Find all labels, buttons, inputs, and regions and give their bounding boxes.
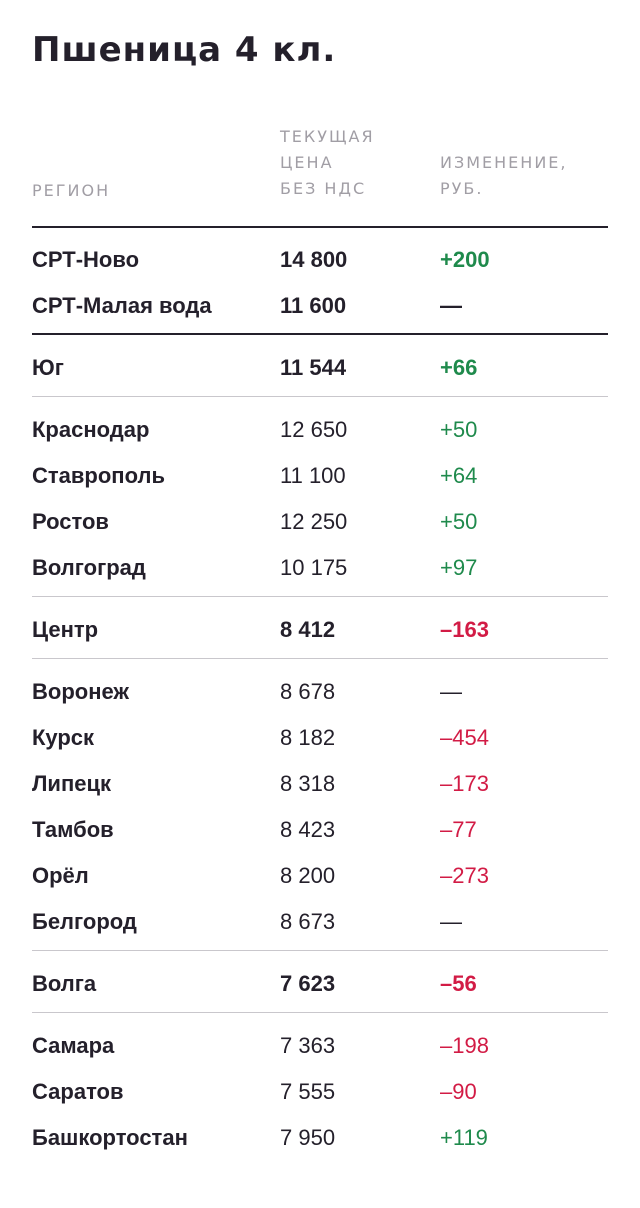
price-cell: 10 175 [280,555,348,580]
region-cell: Ставрополь [32,463,165,488]
region-cell: Самара [32,1033,115,1058]
group-divider [32,658,608,659]
header-divider [32,226,608,228]
price-cell: 7 950 [280,1125,336,1150]
price-cell: 8 423 [280,817,336,842]
region-cell: Саратов [32,1079,124,1104]
region-cell: Воронеж [32,679,130,704]
region-cell: Волгоград [32,555,146,580]
table-row: Волгоград 10 175 +97 [0,548,640,588]
price-cell: 11 100 [280,463,346,488]
region-cell: Курск [32,725,95,750]
change-cell: +97 [440,555,478,580]
change-cell: –173 [440,771,489,796]
price-cell: 8 673 [280,909,336,934]
change-cell: –56 [440,971,477,996]
price-cell: 14 800 [280,247,348,272]
column-header-change-line: ИЗМЕНЕНИЕ, [440,153,568,172]
group-divider [32,596,608,597]
change-cell: — [440,293,462,318]
change-cell: –77 [440,817,477,842]
table-row: Воронеж 8 678 — [0,672,640,712]
column-header-change-line: РУБ. [440,179,484,198]
region-cell: Волга [32,971,97,996]
region-cell: Краснодар [32,417,150,442]
region-cell: Центр [32,617,99,642]
group-divider [32,950,608,951]
column-header-region: РЕГИОН [32,181,111,200]
price-cell: 12 650 [280,417,348,442]
table-row: Белгород 8 673 — [0,902,640,942]
table-row: Башкортостан 7 950 +119 [0,1118,640,1158]
column-header-price-line: ЦЕНА [280,153,334,172]
change-cell: +200 [440,247,490,272]
region-cell: СРТ-Малая вода [32,293,212,318]
change-cell: –198 [440,1033,489,1058]
table-row: Ставрополь 11 100 +64 [0,456,640,496]
region-cell: Ростов [32,509,109,534]
table-row: СРТ-Ново 14 800 +200 [0,240,640,280]
price-cell: 8 318 [280,771,336,796]
change-cell: — [440,909,462,934]
region-cell: Юг [32,355,64,380]
price-cell: 11 544 [280,355,347,380]
region-cell: СРТ-Ново [32,247,140,272]
change-cell: — [440,679,462,704]
column-header-price-line: БЕЗ НДС [280,179,367,198]
group-divider [32,1012,608,1013]
table-row: Саратов 7 555 –90 [0,1072,640,1112]
change-cell: –454 [440,725,489,750]
region-cell: Орёл [32,863,89,888]
table-row: Ростов 12 250 +50 [0,502,640,542]
price-cell: 7 555 [280,1079,336,1104]
price-cell: 8 200 [280,863,336,888]
table-row: Краснодар 12 650 +50 [0,410,640,450]
table-row: Орёл 8 200 –273 [0,856,640,896]
table-row: Курск 8 182 –454 [0,718,640,758]
price-cell: 8 412 [280,617,336,642]
change-cell: +50 [440,509,478,534]
change-cell: +66 [440,355,478,380]
change-cell: –163 [440,617,489,642]
change-cell: –273 [440,863,489,888]
table-row: Липецк 8 318 –173 [0,764,640,804]
price-cell: 12 250 [280,509,348,534]
table-row: Центр 8 412 –163 [0,610,640,650]
price-cell: 8 678 [280,679,336,704]
column-header-price-line: ТЕКУЩАЯ [280,127,375,146]
change-cell: +119 [440,1125,488,1150]
column-header-change: ИЗМЕНЕНИЕ, РУБ. [440,150,610,202]
change-cell: +50 [440,417,478,442]
price-cell: 8 182 [280,725,336,750]
table-row: Самара 7 363 –198 [0,1026,640,1066]
region-cell: Тамбов [32,817,114,842]
region-cell: Липецк [32,771,112,796]
region-cell: Башкортостан [32,1125,188,1150]
table-row: Волга 7 623 –56 [0,964,640,1004]
table-row: СРТ-Малая вода 11 600 — [0,286,640,326]
price-cell: 7 363 [280,1033,336,1058]
group-divider [32,396,608,397]
table-row: Тамбов 8 423 –77 [0,810,640,850]
price-cell: 11 600 [280,293,347,318]
column-header-price: ТЕКУЩАЯ ЦЕНА БЕЗ НДС [280,124,420,202]
region-cell: Белгород [32,909,137,934]
change-cell: –90 [440,1079,477,1104]
table-row: Юг 11 544 +66 [0,348,640,388]
group-divider [32,333,608,335]
page-title: Пшеница 4 кл. [32,30,337,70]
price-cell: 7 623 [280,971,336,996]
change-cell: +64 [440,463,478,488]
